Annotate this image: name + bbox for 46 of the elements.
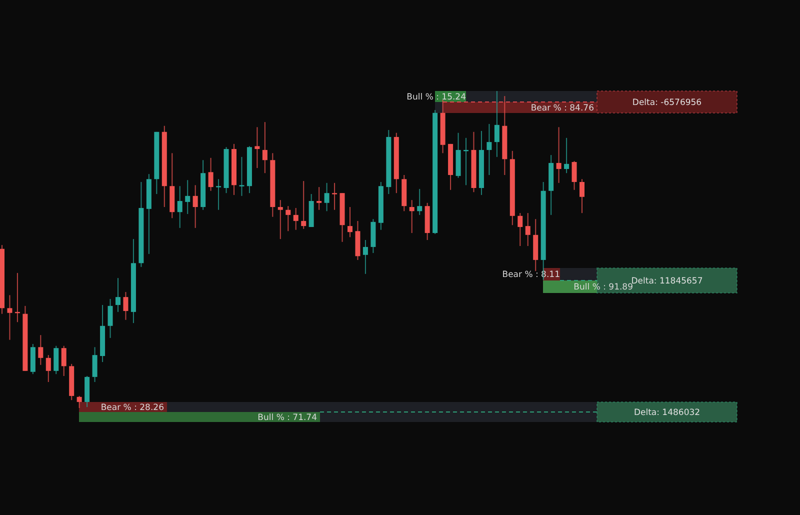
candlestick xyxy=(54,345,59,375)
candlestick xyxy=(192,184,198,228)
candlestick xyxy=(324,182,330,212)
text: Delta: -6576956 xyxy=(632,98,702,108)
candlestick xyxy=(494,90,500,158)
candlestick xyxy=(518,212,523,247)
candlestick xyxy=(76,395,82,408)
annotation: Bull % : 15.24 xyxy=(406,92,466,102)
candlestick xyxy=(525,212,530,247)
candlestick xyxy=(239,156,244,196)
candlestick xyxy=(216,178,222,210)
candlestick xyxy=(564,137,570,174)
candlestick xyxy=(208,157,214,192)
candlestick xyxy=(362,239,368,274)
candlestick xyxy=(38,334,44,366)
candlestick xyxy=(92,346,98,383)
candlestick xyxy=(177,186,182,228)
annotation: Bull % : 91.89 xyxy=(574,282,633,293)
text: Bull % : 71.74 xyxy=(258,412,317,423)
candlestick xyxy=(572,160,577,190)
candlestick xyxy=(286,206,291,232)
candlestick xyxy=(580,178,585,214)
candlestick xyxy=(116,278,120,312)
text: Delta: 11845657 xyxy=(631,276,703,286)
candlestick xyxy=(262,122,268,174)
candlestick xyxy=(61,345,66,376)
candlestick xyxy=(278,200,283,240)
candlestick xyxy=(7,294,12,340)
candlestick xyxy=(185,180,190,214)
annotation: Bear % : 28.26 xyxy=(100,402,164,413)
candlestick xyxy=(108,298,113,338)
candlestick xyxy=(486,123,492,176)
annotation: Bear % : 84.76 xyxy=(530,103,594,114)
candlestick xyxy=(556,126,562,184)
text: Delta: 1486032 xyxy=(634,408,700,418)
annotation: Bear % : 8.11 xyxy=(502,270,560,280)
candlestick xyxy=(316,186,322,210)
candlestick xyxy=(332,182,338,210)
candlestick xyxy=(409,200,414,234)
candlestick xyxy=(46,354,51,383)
candlestick xyxy=(417,188,422,216)
candlestick xyxy=(348,206,352,238)
candlestick xyxy=(301,180,306,230)
candlestick xyxy=(293,207,298,230)
candlestick xyxy=(123,291,128,320)
candlestick xyxy=(254,126,260,169)
